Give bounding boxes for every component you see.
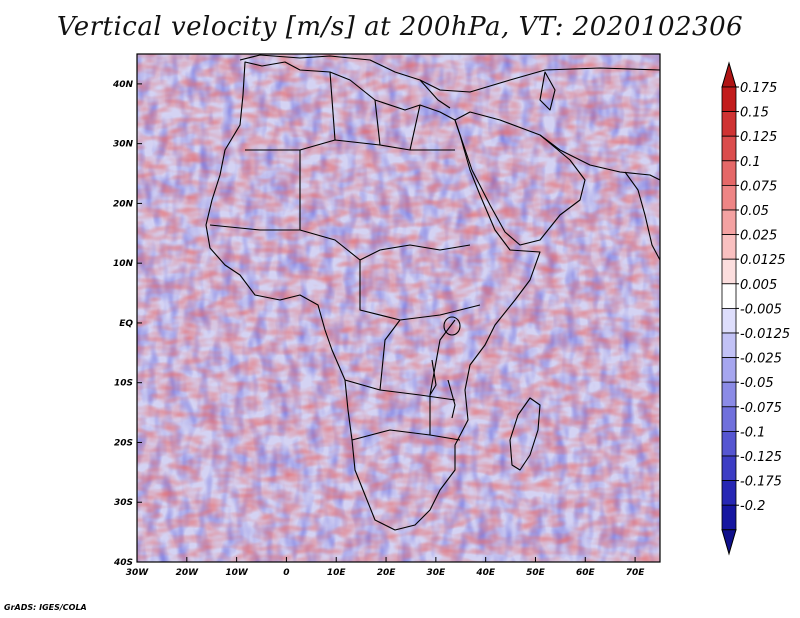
lon-tick-label: 30E [427,568,447,578]
colorbar-label: 0.05 [740,204,769,219]
colorbar-label: -0.0125 [740,327,790,342]
colorbar-label: -0.2 [740,499,765,514]
colorbar-swatch [721,406,737,432]
chart-title: Vertical velocity [m/s] at 200hPa, VT: 2… [56,12,744,42]
colorbar-swatch [721,504,737,531]
lon-tick-label: 70E [626,568,646,578]
colorbar-swatch [721,135,737,162]
colorbar-label: 0.1 [740,155,761,170]
colorbar-label: 0.15 [740,106,769,121]
map-frame [136,53,661,563]
colorbar-label: -0.1 [740,425,765,440]
lon-tick-label: 20W [176,568,200,578]
colorbar-label: 0.175 [740,81,777,96]
colorbar-top-arrow [721,61,737,88]
colorbar-swatch [721,332,737,359]
colorbar-swatch [721,209,737,236]
colorbar-label: 0.075 [740,179,777,194]
lat-tick-label: 30N [113,140,134,150]
lon-tick-label: 40E [475,568,496,578]
colorbar: 0.175 0.15 0.125 0.1 0.075 0.05 0.025 0.0125 0.0… [721,61,790,556]
colorbar-label: 0.0125 [740,253,786,268]
colorbar-swatch [721,184,737,211]
colorbar-label: -0.075 [740,401,782,416]
lat-tick-label: 40S [113,558,133,568]
lat-tick-label: 20S [114,438,133,448]
colorbar-swatch [721,307,737,334]
lon-tick-label: 10E [327,568,347,578]
colorbar-label: -0.005 [740,302,782,317]
colorbar-swatch [721,430,737,457]
coastlines-and-borders [205,54,660,531]
colorbar-label: -0.175 [740,475,782,490]
colorbar-swatch [721,381,737,408]
lon-tick-label: 60E [576,568,596,578]
lon-tick-label: 10W [225,568,249,578]
colorbar-swatch [721,111,737,137]
lat-tick-label: EQ [119,319,133,329]
colorbar-swatch [721,160,737,186]
colorbar-bottom-arrow [721,529,737,556]
latitude-axis: 40N 30N 20N 10N EQ 10S 20S 30S 40S [112,80,142,568]
colorbar-swatch [721,357,737,383]
lon-tick-label: 30W [126,568,150,578]
colorbar-swatch [721,234,737,260]
velocity-field [137,54,660,562]
grads-credit: GrADS: IGES/COLA [4,603,87,612]
colorbar-swatch [721,455,737,482]
colorbar-label: 0.125 [740,130,777,145]
colorbar-label: 0.005 [740,278,777,293]
lat-tick-label: 20N [113,199,134,209]
colorbar-label: -0.025 [740,352,782,367]
lon-tick-label: 0 [283,568,289,578]
colorbar-label: -0.125 [740,450,782,465]
colorbar-label: -0.05 [740,376,774,391]
colorbar-swatch [721,86,737,113]
lon-tick-label: 50E [526,568,546,578]
colorbar-label: 0.025 [740,229,777,244]
colorbar-swatch [721,283,737,309]
lon-tick-label: 20E [377,568,397,578]
lat-tick-label: 10S [114,379,133,389]
longitude-axis: 30W 20W 10W 0 10E 20E 30E 40E 50E 60E 70E [126,557,646,578]
lat-tick-label: 30S [114,498,133,508]
lat-tick-label: 40N [112,80,134,90]
colorbar-swatch [721,480,737,506]
lat-tick-label: 10N [113,259,134,269]
colorbar-swatch [721,258,737,285]
